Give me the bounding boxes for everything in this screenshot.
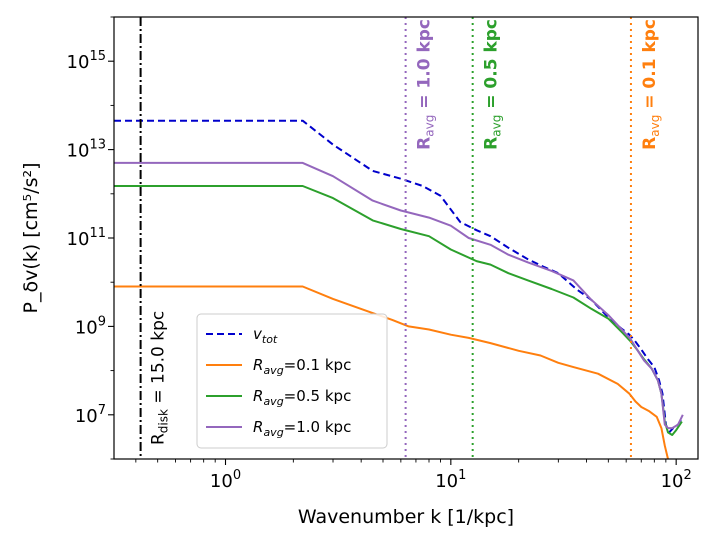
ticks-layer: 100 101 102 107 109 1011 1013 1015: [67, 16, 692, 492]
legend: vtot Ravg=0.1 kpc Ravg=0.5 kpc Ravg=1.0 kpc: [196, 313, 388, 449]
x-tick-label-0: 100: [210, 468, 241, 492]
legend-entry-3: Ravg=1.0 kpc: [253, 418, 351, 439]
y-tick-label-2: 1011: [67, 226, 106, 250]
legend-box: [196, 313, 388, 449]
vline-label-3: Ravg = 0.1 kpc: [640, 19, 662, 150]
series-line-3: [114, 161, 684, 430]
legend-entry-0: vtot: [253, 325, 278, 346]
series-line-1: [114, 285, 669, 459]
y-axis-label: P_δv(k) [cm⁵/s²]: [20, 162, 42, 313]
legend-entry-2: Ravg=0.5 kpc: [253, 387, 351, 408]
vline-label-1: Ravg = 1.0 kpc: [415, 19, 437, 150]
legend-entry-1: Ravg=0.1 kpc: [253, 356, 351, 377]
y-tick-label-4: 1015: [67, 49, 106, 73]
series-layer: [114, 119, 684, 459]
y-tick-label-0: 107: [75, 403, 106, 427]
series-line-0: [114, 119, 684, 434]
vline-label-0: Rdisk = 15.0 kpc: [149, 311, 171, 445]
y-tick-label-3: 1013: [67, 138, 106, 162]
x-axis-label: Wavenumber k [1/kpc]: [298, 506, 514, 528]
x-tick-label-1: 101: [435, 468, 466, 492]
vline-labels-layer: Rdisk = 15.0 kpc Ravg = 1.0 kpc Ravg = 0.5…: [149, 19, 662, 445]
vlines-layer: [139, 17, 632, 459]
vline-label-2: Ravg = 0.5 kpc: [482, 19, 504, 150]
x-tick-label-2: 102: [661, 468, 692, 492]
y-tick-label-1: 109: [75, 314, 106, 338]
